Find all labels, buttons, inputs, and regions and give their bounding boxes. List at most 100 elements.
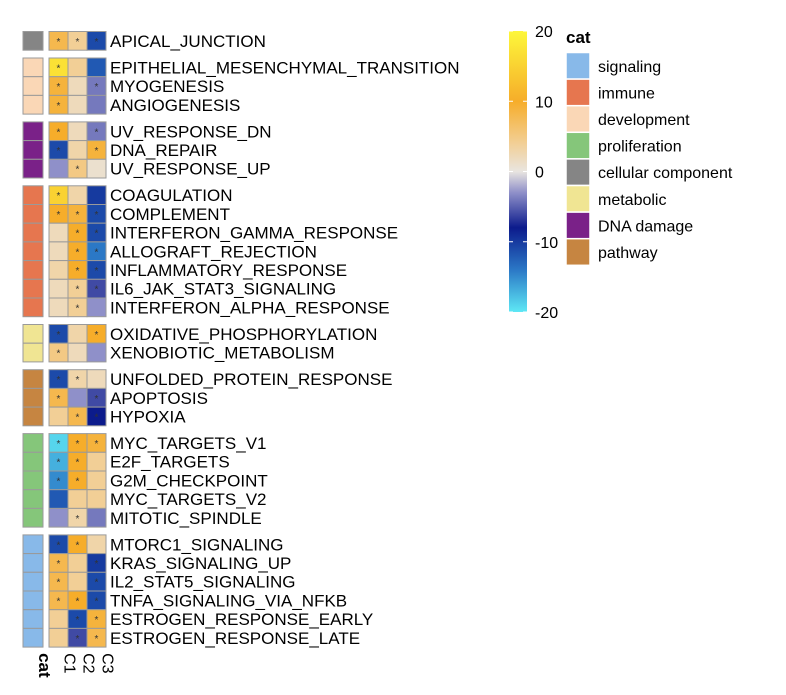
legend-label: cellular component (598, 165, 733, 182)
significance-star: * (76, 596, 80, 607)
colorbar: 20 10 0 -10 -20 (509, 24, 558, 322)
heatmap-cell (86, 451, 107, 472)
heatmap-cell (48, 627, 69, 648)
significance-star: * (57, 476, 61, 487)
heatmap-cell (86, 342, 107, 363)
heatmap-cell (86, 406, 107, 427)
significance-star: * (95, 82, 99, 93)
category-cell (22, 342, 44, 363)
legend-label: metabolic (598, 192, 666, 209)
significance-star: * (95, 266, 99, 277)
category-cell (22, 297, 44, 318)
heatmap-cell (67, 571, 88, 592)
significance-star: * (76, 303, 80, 314)
heatmap-cell (86, 627, 107, 648)
row-label: XENOBIOTIC_METABOLISM (110, 344, 335, 363)
significance-star: * (76, 285, 80, 296)
significance-star: * (76, 210, 80, 221)
category-cell (22, 627, 44, 648)
column-labels: cat C1 C2 C3 (35, 653, 116, 678)
heatmap-cell (67, 185, 88, 206)
category-cell (22, 406, 44, 427)
row-label: APICAL_JUNCTION (110, 32, 266, 51)
legend-key (565, 158, 591, 187)
significance-star: * (95, 578, 99, 589)
colorbar-tick-label: 10 (535, 94, 553, 111)
significance-star: * (57, 63, 61, 74)
colorbar-gradient (509, 31, 527, 312)
row-label: COMPLEMENT (110, 205, 230, 224)
category-cell (22, 489, 44, 509)
significance-star: * (76, 615, 80, 626)
row-label: IL6_JAK_STAT3_SIGNALING (110, 280, 336, 299)
significance-star: * (95, 330, 99, 341)
category-cell (22, 507, 44, 528)
heatmap-cell (86, 369, 107, 389)
row-label: INTERFERON_ALPHA_RESPONSE (110, 298, 390, 317)
significance-star: * (95, 247, 99, 258)
significance-star: * (57, 439, 61, 450)
colorbar-tick-label: 0 (535, 165, 544, 182)
category-cell (22, 609, 44, 629)
category-cell (22, 222, 44, 243)
heatmap-cell (67, 387, 88, 408)
category-cell (22, 241, 44, 262)
significance-star: * (57, 458, 61, 469)
heatmap-cell (48, 297, 69, 318)
category-cell (22, 204, 44, 224)
legend-key (565, 184, 591, 213)
category-legend: cat signaling immune development proliferati… (565, 28, 733, 267)
significance-star: * (57, 146, 61, 157)
category-cell (22, 553, 44, 573)
legend-key (565, 78, 591, 107)
significance-star: * (57, 191, 61, 202)
significance-star: * (76, 412, 80, 423)
colorbar-tick-label: -10 (535, 235, 558, 252)
significance-star: * (57, 349, 61, 360)
category-cell (22, 57, 44, 78)
row-label: MYOGENESIS (110, 77, 224, 96)
row-label: IL2_STAT5_SIGNALING (110, 573, 296, 592)
significance-star: * (76, 266, 80, 277)
heatmap-cell (67, 121, 88, 142)
row-label: INTERFERON_GAMMA_RESPONSE (110, 224, 398, 243)
row-label: EPITHELIAL_MESENCHYMAL_TRANSITION (110, 58, 460, 77)
category-cell (22, 590, 44, 611)
heatmap-cell (48, 406, 69, 427)
category-cell (22, 433, 44, 453)
category-cell (22, 158, 44, 179)
legend-label: immune (598, 85, 655, 102)
category-cell (22, 470, 44, 491)
legend-key (565, 104, 591, 134)
significance-star: * (76, 247, 80, 258)
heatmap-cell (67, 76, 88, 96)
heatmap-cell (67, 324, 88, 344)
heatmap-cell (67, 342, 88, 363)
row-label: MYC_TARGETS_V1 (110, 434, 267, 453)
heatmap-cell (48, 222, 69, 243)
significance-star: * (76, 375, 80, 386)
category-cell (22, 369, 44, 389)
significance-star: * (57, 559, 61, 570)
significance-star: * (95, 37, 99, 48)
significance-star: * (76, 458, 80, 469)
significance-star: * (95, 596, 99, 607)
heatmap-cell (67, 489, 88, 509)
row-label: DNA_REPAIR (110, 141, 217, 160)
heatmap-cell (86, 297, 107, 318)
row-label: ESTROGEN_RESPONSE_EARLY (110, 610, 373, 629)
row-label: MYC_TARGETS_V2 (110, 490, 267, 509)
category-cell (22, 278, 44, 299)
row-label: UNFOLDED_PROTEIN_RESPONSE (110, 370, 392, 389)
category-cell (22, 387, 44, 408)
row-label: APOPTOSIS (110, 389, 208, 408)
row-label: G2M_CHECKPOINT (110, 471, 268, 490)
heatmap-cell (86, 57, 107, 78)
heatmap-cell (86, 489, 107, 509)
row-label: UV_RESPONSE_DN (110, 122, 272, 141)
category-cell (22, 140, 44, 160)
row-label: ESTROGEN_RESPONSE_LATE (110, 629, 360, 648)
heatmap-cell (48, 609, 69, 629)
heatmap-cell (86, 470, 107, 491)
significance-star: * (95, 615, 99, 626)
